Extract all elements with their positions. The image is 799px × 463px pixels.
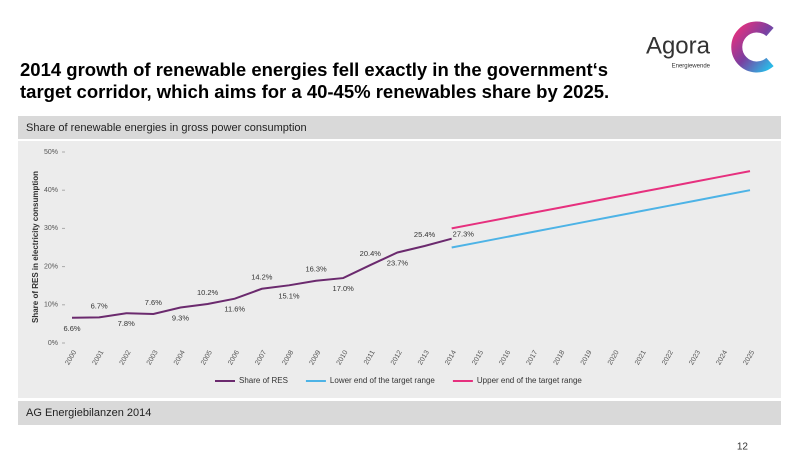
logo-text: Agora: [646, 32, 711, 59]
legend-label: Share of RES: [239, 376, 288, 385]
page-number: 12: [737, 442, 749, 453]
chart-header: [18, 116, 781, 139]
data-label: 6.7%: [91, 301, 108, 310]
data-label: 11.6%: [224, 305, 245, 314]
y-tick-label: 50%: [44, 149, 58, 156]
source: AG Energiebilanzen 2014: [26, 407, 151, 419]
data-label: 7.6%: [145, 298, 162, 307]
slide-title: 2014 growth of renewable energies fell e…: [20, 59, 608, 80]
slide-title: target corridor, which aims for a 40-45%…: [20, 81, 609, 102]
data-label: 20.4%: [360, 249, 382, 258]
chart-area: [18, 141, 781, 398]
data-label: 9.3%: [172, 313, 189, 322]
logo-subtext: Energiewende: [672, 64, 711, 70]
logo-ring: [731, 21, 774, 73]
data-label: 7.8%: [118, 319, 135, 328]
legend-label: Upper end of the target range: [477, 376, 583, 385]
y-axis-label: Share of RES in electricity consumption: [31, 171, 40, 323]
data-label: 6.6%: [63, 324, 80, 333]
source-box: [18, 401, 781, 425]
data-label: 25.4%: [414, 230, 436, 239]
y-tick-label: 0%: [48, 340, 58, 347]
y-tick-label: 10%: [44, 302, 58, 309]
data-label: 27.3%: [453, 230, 475, 239]
series-line: [451, 170, 751, 230]
chart-title: Share of renewable energies in gross pow…: [26, 122, 307, 134]
data-label: 15.1%: [278, 291, 300, 300]
series-line: [71, 237, 452, 319]
data-label: 23.7%: [387, 258, 409, 267]
data-label: 17.0%: [333, 284, 355, 293]
data-label: 14.2%: [251, 273, 273, 282]
series-line: [451, 189, 751, 249]
data-label: 10.2%: [197, 288, 219, 297]
legend-label: Lower end of the target range: [330, 376, 436, 385]
y-tick-label: 20%: [44, 263, 58, 270]
y-tick-label: 30%: [44, 225, 58, 232]
data-label: 16.3%: [305, 265, 327, 274]
y-tick-label: 40%: [44, 187, 58, 194]
